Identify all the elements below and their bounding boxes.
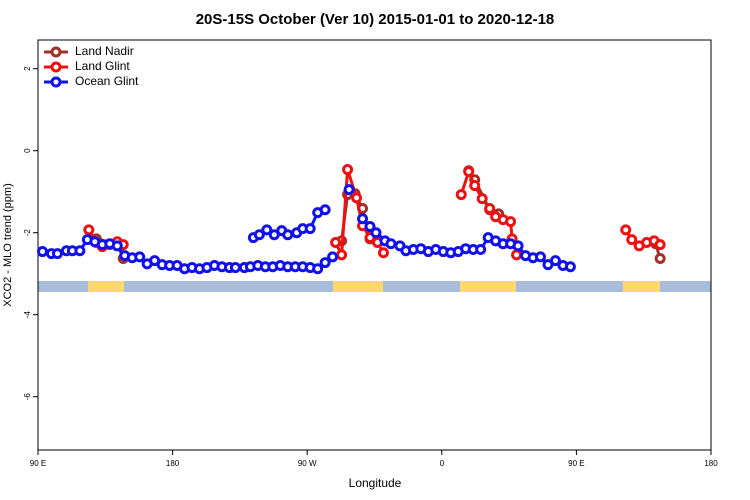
point: [469, 180, 481, 192]
point: [505, 216, 517, 228]
legend-marker: [50, 61, 62, 73]
point: [620, 224, 632, 236]
point: [357, 213, 369, 225]
point: [385, 238, 397, 250]
point: [261, 224, 273, 236]
point: [654, 253, 666, 265]
x-tick-label: 0: [440, 459, 445, 468]
point: [512, 240, 524, 252]
point: [253, 229, 265, 241]
point: [343, 184, 355, 196]
point: [364, 221, 376, 233]
point: [36, 246, 48, 258]
x-axis-label: Longitude: [349, 476, 402, 490]
point: [134, 251, 146, 263]
point: [370, 227, 382, 239]
point: [229, 262, 241, 274]
land-ocean-strip: [38, 281, 711, 292]
point: [626, 234, 638, 246]
point: [463, 166, 475, 178]
y-tick-label: 0: [23, 148, 32, 153]
point: [83, 224, 95, 236]
point: [484, 203, 496, 215]
point: [327, 251, 339, 263]
point: [74, 245, 86, 257]
legend-marker: [50, 46, 62, 58]
point: [535, 251, 547, 263]
point: [336, 249, 348, 261]
x-tick-label: 90 E: [30, 459, 46, 468]
y-tick-label: -2: [23, 229, 32, 237]
y-tick-label: -4: [23, 311, 32, 319]
series: [90, 165, 666, 265]
point: [51, 248, 63, 260]
point: [564, 261, 576, 273]
point: [455, 189, 467, 201]
point: [312, 263, 324, 275]
series: [36, 184, 576, 275]
legend-marker: [50, 76, 62, 88]
point: [511, 249, 523, 261]
point: [476, 193, 488, 205]
point: [282, 229, 294, 241]
legend-label: Land Glint: [75, 59, 130, 73]
x-tick-label: 90 W: [298, 459, 317, 468]
point: [319, 257, 331, 269]
point: [654, 239, 666, 251]
point: [475, 244, 487, 256]
chart-title: 20S-15S October (Ver 10) 2015-01-01 to 2…: [196, 11, 555, 28]
point: [342, 164, 354, 176]
x-tick-label: 180: [704, 459, 718, 468]
legend-label: Land Nadir: [75, 44, 134, 58]
y-axis-label: XCO2 - MLO trend (ppm): [2, 183, 14, 306]
series: [83, 164, 666, 261]
x-tick-label: 90 E: [568, 459, 584, 468]
point: [330, 237, 342, 249]
plot-frame: [37, 39, 712, 451]
point: [377, 247, 389, 259]
point: [351, 192, 363, 204]
point: [111, 240, 123, 252]
point: [304, 223, 316, 235]
legend-label: Ocean Glint: [75, 74, 139, 88]
point: [549, 255, 561, 267]
y-tick-label: 2: [23, 66, 32, 71]
y-tick-label: -6: [23, 393, 32, 401]
x-tick-label: 180: [166, 459, 180, 468]
point: [319, 204, 331, 216]
